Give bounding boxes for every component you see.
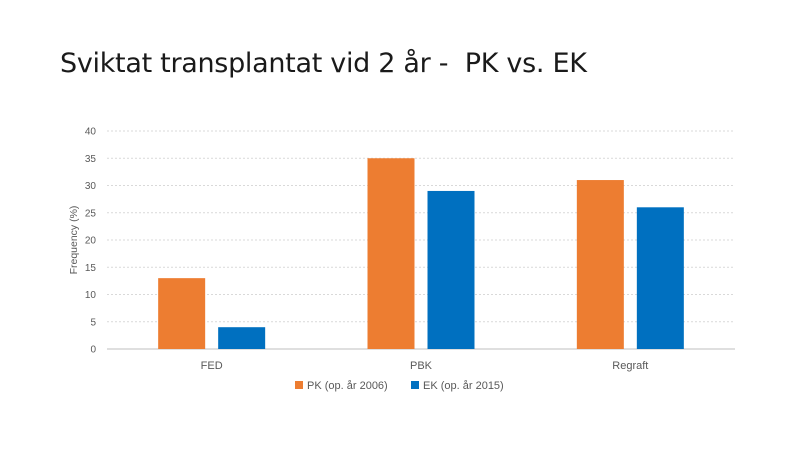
bar-fed-series-2	[218, 327, 266, 349]
bar-regraft-series-1	[576, 180, 624, 349]
y-tick-label: 30	[85, 181, 97, 192]
y-tick-label: 25	[85, 208, 97, 219]
legend: PK (op. år 2006) EK (op. år 2015)	[295, 380, 504, 392]
y-tick-label: 15	[85, 263, 97, 274]
y-tick-label: 40	[85, 127, 97, 138]
bar-pbk-series-2	[427, 190, 475, 349]
gridlines	[107, 130, 735, 350]
legend-swatch	[411, 381, 419, 389]
bar-regraft-series-2	[636, 207, 684, 349]
legend-swatch	[295, 381, 303, 389]
x-axis-categories: FED PBK Regraft	[201, 360, 649, 372]
y-tick-label: 20	[85, 236, 97, 247]
legend-label: PK (op. år 2006)	[307, 380, 388, 392]
bars	[158, 158, 684, 349]
x-category-label: PBK	[410, 360, 433, 372]
y-axis-ticks: 0 5 10 15 20 25 30 35 40	[85, 127, 97, 356]
y-tick-label: 5	[90, 317, 96, 328]
bar-fed-series-1	[158, 278, 206, 349]
x-category-label: FED	[201, 360, 223, 372]
legend-item: PK (op. år 2006)	[295, 380, 388, 392]
x-category-label: Regraft	[612, 360, 648, 372]
legend-item: EK (op. år 2015)	[411, 380, 504, 392]
bar-pbk-series-1	[367, 158, 415, 349]
slide-title: Sviktat transplantat vid 2 år - PK vs. E…	[60, 48, 587, 79]
y-tick-label: 0	[90, 345, 96, 356]
legend-label: EK (op. år 2015)	[423, 380, 504, 392]
y-tick-label: 10	[85, 290, 97, 301]
y-axis-label: Frequency (%)	[68, 206, 80, 275]
y-tick-label: 35	[85, 154, 97, 165]
